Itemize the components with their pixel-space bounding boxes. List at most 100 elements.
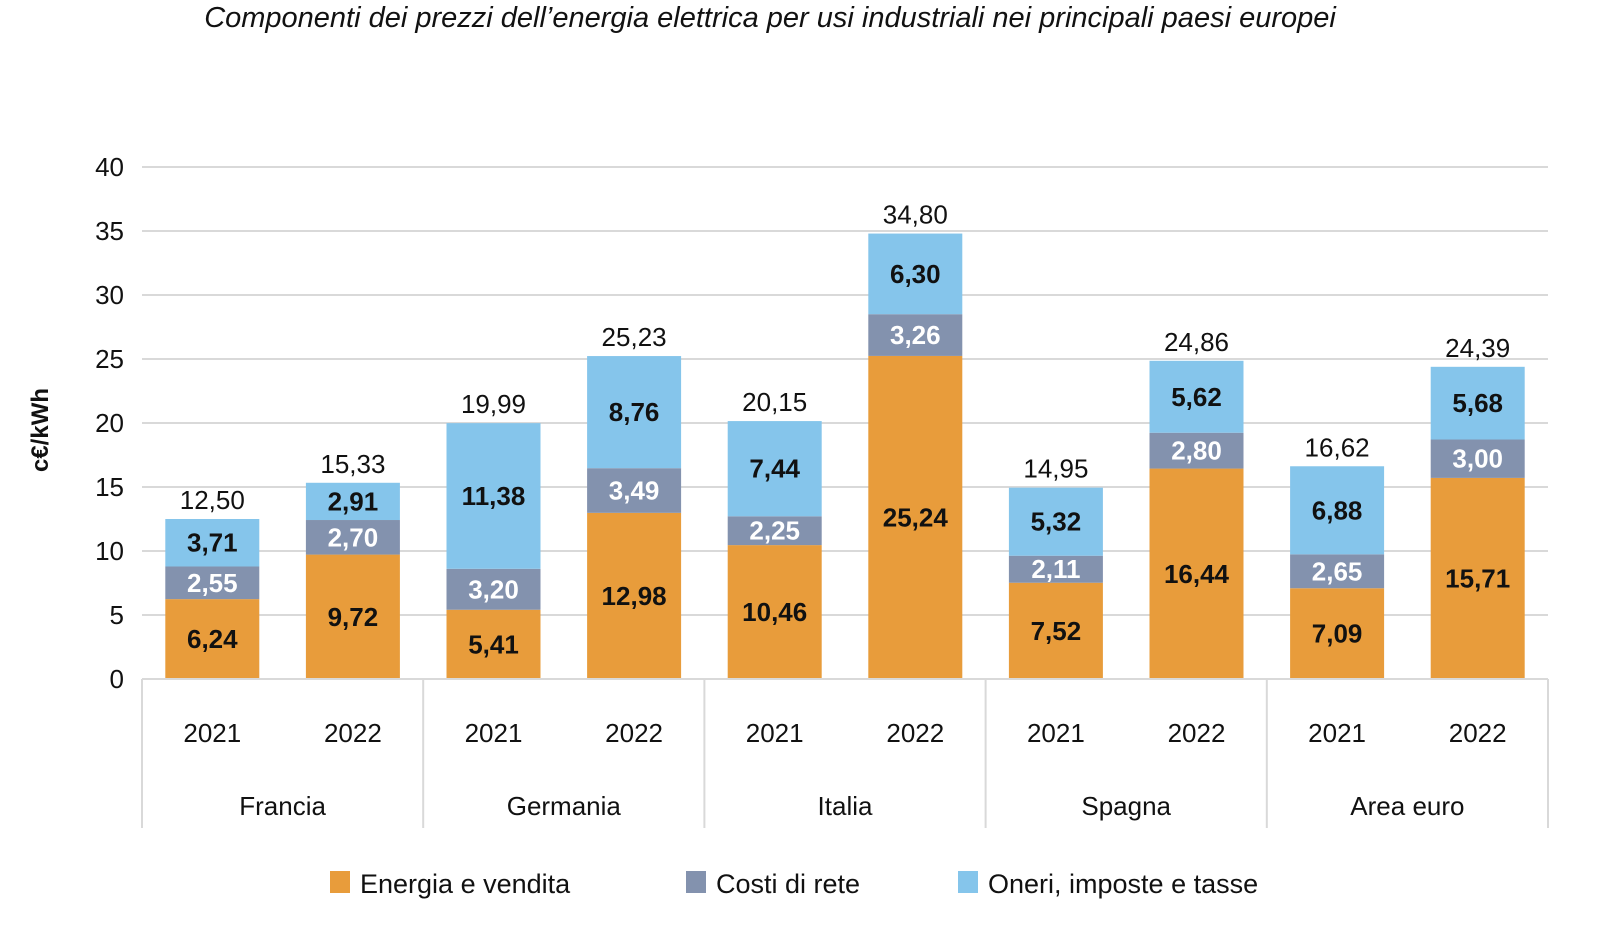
x-tick-label: 2021 [1308, 718, 1366, 748]
data-label: 2,91 [328, 486, 379, 516]
bar-segment-oneri-imposte-e-tasse [587, 356, 682, 469]
bar-segment-oneri-imposte-e-tasse [1430, 366, 1525, 440]
x-tick-label: 2021 [1027, 718, 1085, 748]
bar-segment-energia-e-vendita [1290, 588, 1385, 679]
total-label: 20,15 [742, 387, 807, 417]
total-label: 34,80 [883, 200, 948, 230]
legend-label: Oneri, imposte e tasse [988, 869, 1258, 899]
bar-segment-energia-e-vendita [868, 355, 963, 679]
bar-segment-energia-e-vendita [587, 512, 682, 679]
data-label: 12,98 [602, 581, 667, 611]
data-label: 2,80 [1171, 436, 1222, 466]
bar-segment-costi-di-rete [587, 468, 682, 513]
data-label: 3,20 [468, 574, 519, 604]
x-tick-label: 2021 [746, 718, 804, 748]
bar-segment-oneri-imposte-e-tasse [446, 423, 541, 569]
y-tick-label: 35 [95, 216, 124, 246]
total-label: 14,95 [1023, 454, 1088, 484]
y-tick-label: 10 [95, 536, 124, 566]
bar-segment-oneri-imposte-e-tasse [1149, 360, 1244, 433]
data-label: 7,09 [1312, 619, 1363, 649]
group-label: Spagna [1081, 791, 1171, 821]
bar-segment-oneri-imposte-e-tasse [1008, 487, 1103, 556]
chart-title: Componenti dei prezzi dell’energia elett… [204, 2, 1336, 34]
data-label: 2,65 [1312, 556, 1363, 586]
data-label: 25,24 [883, 502, 949, 532]
y-tick-label: 0 [110, 664, 124, 694]
data-label: 6,88 [1312, 495, 1363, 525]
x-tick-label: 2022 [605, 718, 663, 748]
data-label: 7,52 [1031, 616, 1082, 646]
y-tick-label: 40 [95, 152, 124, 182]
y-axis-label: c€/kWh [27, 388, 54, 472]
data-label: 3,26 [890, 320, 941, 350]
data-label: 16,44 [1164, 559, 1230, 589]
bar-segment-energia-e-vendita [446, 609, 541, 679]
group-label: Italia [818, 791, 873, 821]
y-tick-label: 20 [95, 408, 124, 438]
y-tick-label: 25 [95, 344, 124, 374]
bar-segment-costi-di-rete [446, 568, 541, 610]
total-label: 24,39 [1445, 333, 1510, 363]
bar-segment-energia-e-vendita [1008, 582, 1103, 679]
bar-segment-costi-di-rete [868, 314, 963, 356]
data-label: 11,38 [462, 481, 526, 511]
bar-segment-costi-di-rete [1430, 439, 1525, 478]
bar-segment-oneri-imposte-e-tasse [165, 519, 260, 567]
data-label: 3,71 [187, 528, 238, 558]
legend-swatch [686, 871, 706, 893]
data-label: 2,11 [1031, 554, 1080, 584]
data-label: 2,25 [749, 516, 800, 546]
legend-swatch [958, 871, 978, 893]
bars: 6,24 2,55 3,71 12,50 9,72 2,70 2,91 15,33 5,41 3,… [165, 200, 1525, 679]
total-label: 12,50 [180, 485, 245, 515]
group-label: Francia [239, 791, 326, 821]
data-label: 6,24 [187, 624, 238, 654]
total-label: 15,33 [320, 449, 385, 479]
x-tick-label: 2022 [886, 718, 944, 748]
data-label: 3,00 [1452, 444, 1503, 474]
x-tick-label: 2021 [465, 718, 523, 748]
x-tick-label: 2022 [324, 718, 382, 748]
group-label: Area euro [1350, 791, 1464, 821]
y-tick-label: 15 [95, 472, 124, 502]
data-label: 5,68 [1452, 388, 1503, 418]
y-tick-label: 30 [95, 280, 124, 310]
data-label: 10,46 [742, 597, 807, 627]
bar-segment-energia-e-vendita [305, 554, 400, 679]
data-label: 3,49 [609, 476, 660, 506]
group-label: Germania [507, 791, 622, 821]
bar-segment-costi-di-rete [727, 516, 822, 546]
data-label: 7,44 [749, 454, 800, 484]
data-label: 5,32 [1031, 507, 1082, 537]
bar-segment-oneri-imposte-e-tasse [305, 482, 400, 521]
data-label: 6,30 [890, 259, 941, 289]
bar-segment-energia-e-vendita [1149, 468, 1244, 679]
x-tick-label: 2021 [183, 718, 241, 748]
x-tick-label: 2022 [1168, 718, 1226, 748]
y-tick-label: 5 [110, 600, 124, 630]
total-label: 16,62 [1305, 432, 1370, 462]
data-label: 15,71 [1445, 563, 1510, 593]
data-label: 2,70 [328, 522, 379, 552]
data-label: 9,72 [328, 602, 379, 632]
data-label: 5,62 [1171, 382, 1222, 412]
bar-segment-costi-di-rete [165, 566, 260, 600]
total-label: 19,99 [461, 389, 526, 419]
data-label: 5,41 [468, 629, 519, 659]
x-tick-label: 2022 [1449, 718, 1507, 748]
bar-segment-costi-di-rete [1008, 555, 1103, 583]
legend-label: Costi di rete [716, 869, 860, 899]
total-label: 24,86 [1164, 327, 1229, 357]
bar-segment-energia-e-vendita [165, 599, 260, 679]
total-label: 25,23 [602, 322, 667, 352]
bar-segment-oneri-imposte-e-tasse [727, 421, 822, 517]
data-label: 8,76 [609, 397, 660, 427]
bar-segment-oneri-imposte-e-tasse [868, 233, 963, 315]
bar-segment-costi-di-rete [1149, 432, 1244, 469]
data-label: 2,55 [187, 568, 238, 598]
legend: Energia e vendita Costi di rete Oneri, imp… [330, 869, 1258, 899]
y-axis-ticks: 0 5 10 15 20 25 30 35 40 [95, 152, 124, 694]
legend-label: Energia e vendita [360, 869, 571, 899]
